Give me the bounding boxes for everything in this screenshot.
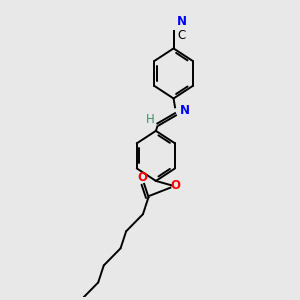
Text: O: O — [170, 179, 180, 192]
Text: O: O — [138, 172, 148, 184]
Text: C: C — [177, 29, 185, 42]
Text: N: N — [177, 15, 187, 28]
Text: N: N — [179, 104, 189, 117]
Text: H: H — [146, 112, 154, 126]
